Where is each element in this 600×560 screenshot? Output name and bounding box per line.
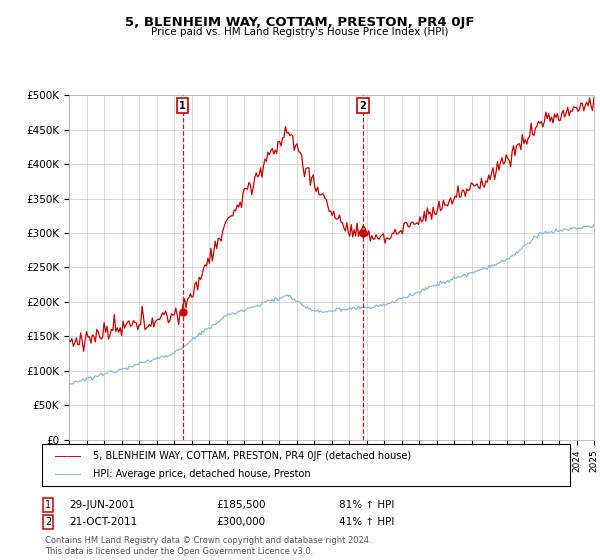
Text: Price paid vs. HM Land Registry's House Price Index (HPI): Price paid vs. HM Land Registry's House … <box>151 27 449 37</box>
Text: 2: 2 <box>45 517 51 527</box>
Text: ────: ──── <box>54 451 81 461</box>
Text: £185,500: £185,500 <box>216 500 265 510</box>
Text: 1: 1 <box>179 101 186 110</box>
Text: 5, BLENHEIM WAY, COTTAM, PRESTON, PR4 0JF: 5, BLENHEIM WAY, COTTAM, PRESTON, PR4 0J… <box>125 16 475 29</box>
Text: £300,000: £300,000 <box>216 517 265 527</box>
Text: 41% ↑ HPI: 41% ↑ HPI <box>339 517 394 527</box>
Text: 1: 1 <box>45 500 51 510</box>
Text: 81% ↑ HPI: 81% ↑ HPI <box>339 500 394 510</box>
Text: 29-JUN-2001: 29-JUN-2001 <box>69 500 135 510</box>
Text: ────: ──── <box>54 469 81 479</box>
Text: 2: 2 <box>359 101 367 110</box>
Text: 5, BLENHEIM WAY, COTTAM, PRESTON, PR4 0JF (detached house): 5, BLENHEIM WAY, COTTAM, PRESTON, PR4 0J… <box>93 451 411 461</box>
Text: HPI: Average price, detached house, Preston: HPI: Average price, detached house, Pres… <box>93 469 311 479</box>
Text: 21-OCT-2011: 21-OCT-2011 <box>69 517 137 527</box>
Text: Contains HM Land Registry data © Crown copyright and database right 2024.
This d: Contains HM Land Registry data © Crown c… <box>45 536 371 556</box>
